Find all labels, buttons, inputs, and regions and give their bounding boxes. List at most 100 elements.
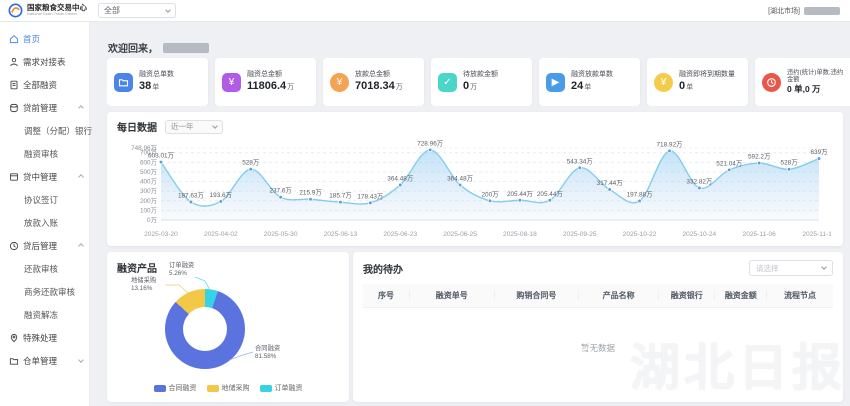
welcome-text: 欢迎回来， (108, 44, 158, 55)
svg-text:2025-11-06: 2025-11-06 (743, 231, 777, 238)
money-icon: ¥ (222, 72, 241, 92)
svg-text:2025-06-23: 2025-06-23 (383, 231, 417, 238)
column-header-amount: 融资金额 (715, 290, 768, 301)
svg-text:748.96万: 748.96万 (131, 144, 157, 152)
sidebar-item-repayment-review[interactable]: 还款审核 (24, 263, 59, 274)
svg-text:639万: 639万 (810, 148, 827, 156)
stat-value: 38 (139, 79, 152, 92)
svg-text:193.6万: 193.6万 (210, 191, 232, 199)
svg-text:2025-05-30: 2025-05-30 (264, 231, 298, 238)
home-icon (9, 34, 19, 43)
folder-icon (9, 357, 19, 365)
legend-item-order[interactable]: 订单融资 (259, 383, 303, 393)
sidebar-item-disbursement[interactable]: 放款入账 (24, 217, 59, 228)
financing-products-panel: 融资产品 订单融资 5.26% 地储采购 13.16% 合同融资 81.58% … (107, 252, 349, 402)
mid-loan-icon (10, 172, 19, 181)
sidebar-item-business-repayment-review[interactable]: 商务还款审核 (24, 286, 76, 297)
chevron-up-icon (78, 104, 84, 111)
chevron-down-icon (165, 6, 171, 13)
donut-label-order-financing: 订单融资 5.26% (169, 262, 195, 277)
svg-text:592.2万: 592.2万 (748, 153, 770, 161)
clock-icon (762, 72, 781, 92)
stat-card-total-orders: 融资总单数 38单 (107, 58, 208, 106)
app-logo: 国家粮食交易中心 National Grain Trade Center (0, 3, 90, 18)
stat-value: 0 单,0 万 (787, 83, 821, 94)
date-range-select[interactable]: 近一年 (165, 119, 223, 134)
redacted-username (163, 42, 209, 53)
svg-text:521.04万: 521.04万 (716, 159, 742, 167)
legend-item-contract[interactable]: 合同融资 (153, 383, 197, 393)
todo-panel-title: 我的待办 (363, 264, 403, 276)
daily-data-panel: 每日数据 近一年 748.96万 700万 600万 500万 400万 300万 200万… (107, 112, 843, 246)
svg-text:200万: 200万 (140, 197, 157, 205)
sidebar-item-all-financing[interactable]: 全部融资 (0, 73, 89, 96)
donut-legend: 合同融资 地储采购 订单融资 (107, 383, 349, 393)
svg-text:2025-04-02: 2025-04-02 (204, 231, 238, 238)
sidebar-item-home[interactable]: 首页 (0, 27, 89, 50)
svg-text:500万: 500万 (140, 168, 157, 176)
chevron-down-icon (821, 264, 827, 270)
document-icon (10, 80, 18, 89)
sidebar-item-demand[interactable]: 需求对接表 (0, 50, 89, 73)
column-header-bank: 融资银行 (659, 290, 716, 301)
svg-text:100万: 100万 (140, 206, 157, 214)
sidebar-item-post-loan[interactable]: 贷后管理 (0, 234, 89, 257)
svg-text:237.6万: 237.6万 (269, 187, 291, 195)
legend-item-reserve[interactable]: 地储采购 (206, 383, 250, 393)
svg-text:528万: 528万 (242, 159, 259, 167)
grain-center-logo-icon (8, 3, 23, 18)
daily-line-chart: 748.96万 700万 600万 500万 400万 300万 200万 100万 0万 603… (117, 136, 836, 247)
empty-state-text: 暂无数据 (580, 343, 615, 353)
stat-value: 7018.34 (355, 79, 395, 92)
svg-text:600万: 600万 (140, 158, 157, 166)
chevron-up-icon (78, 242, 84, 249)
financing-products-donut-chart (165, 289, 245, 369)
sidebar-item-mid-loan[interactable]: 贷中管理 (0, 165, 89, 188)
sidebar-item-financing-review[interactable]: 融资审核 (24, 148, 59, 159)
user-market-label: [湖北市场] (768, 7, 800, 15)
chevron-down-icon (212, 122, 218, 129)
sidebar: 首页 需求对接表 全部融资 贷前管理 调整（分配）银行 融资审核 贷中管理 协议… (0, 22, 93, 406)
todo-filter-select[interactable]: 请选择 (749, 260, 833, 276)
stat-card-disbursed-orders: ▶ 融资放款单数 24单 (539, 58, 640, 106)
svg-text:543.34万: 543.34万 (567, 157, 593, 165)
stat-value: 11806.4 (247, 79, 287, 92)
svg-text:200万: 200万 (481, 190, 498, 198)
top-header: 国家粮食交易中心 National Grain Trade Center 全部 … (0, 0, 850, 22)
svg-text:0万: 0万 (147, 216, 157, 224)
stat-cards-row: 融资总单数 38单 ¥ 融资总金额 11806.4万 ¥ 放款总金额 7018.… (107, 58, 850, 106)
sidebar-item-special-handling[interactable]: 特殊处理 (0, 326, 89, 349)
svg-text:364.48万: 364.48万 (447, 174, 473, 182)
column-header-product: 产品名称 (579, 290, 660, 301)
daily-panel-title: 每日数据 (117, 123, 157, 134)
svg-text:2025-06-25: 2025-06-25 (443, 231, 477, 238)
check-icon: ✓ (438, 72, 457, 92)
market-select-value: 全部 (104, 6, 120, 15)
sidebar-item-pre-loan[interactable]: 贷前管理 (0, 96, 89, 119)
svg-text:2025-09-25: 2025-09-25 (563, 231, 597, 238)
svg-text:2025-11-18: 2025-11-18 (802, 231, 831, 238)
stat-card-default: 违约(统计)单数,违约金额 0 单,0 万 (755, 58, 850, 106)
redacted-username (804, 6, 840, 15)
folder-icon (114, 72, 133, 92)
svg-text:718.92万: 718.92万 (656, 140, 682, 148)
svg-text:2025-10-22: 2025-10-22 (623, 231, 657, 238)
svg-text:178.43万: 178.43万 (357, 192, 383, 200)
market-select[interactable]: 全部 (98, 3, 176, 18)
send-icon: ▶ (546, 72, 565, 92)
sidebar-item-financing-unfreeze[interactable]: 融资解冻 (24, 309, 59, 320)
sidebar-item-agreement-sign[interactable]: 协议签订 (24, 194, 59, 205)
svg-text:205.44万: 205.44万 (537, 190, 563, 198)
chevron-up-icon (78, 173, 84, 180)
sidebar-item-warehouse-receipt[interactable]: 仓单管理 (0, 349, 89, 372)
todo-table: 序号 融资单号 购销合同号 产品名称 融资银行 融资金额 流程节点 暂无数据 (363, 284, 833, 354)
svg-text:300万: 300万 (140, 187, 157, 195)
donut-label-contract-financing: 合同融资 81.58% (255, 345, 281, 360)
stat-card-pending-amount: ✓ 待放款金额 0万 (431, 58, 532, 106)
sidebar-item-adjust-bank[interactable]: 调整（分配）银行 (24, 125, 93, 136)
column-header-financing-no: 融资单号 (410, 290, 495, 301)
svg-text:197.88万: 197.88万 (627, 190, 653, 198)
post-loan-icon (9, 241, 19, 250)
svg-text:400万: 400万 (140, 178, 157, 186)
stat-value: 0 (679, 79, 686, 92)
